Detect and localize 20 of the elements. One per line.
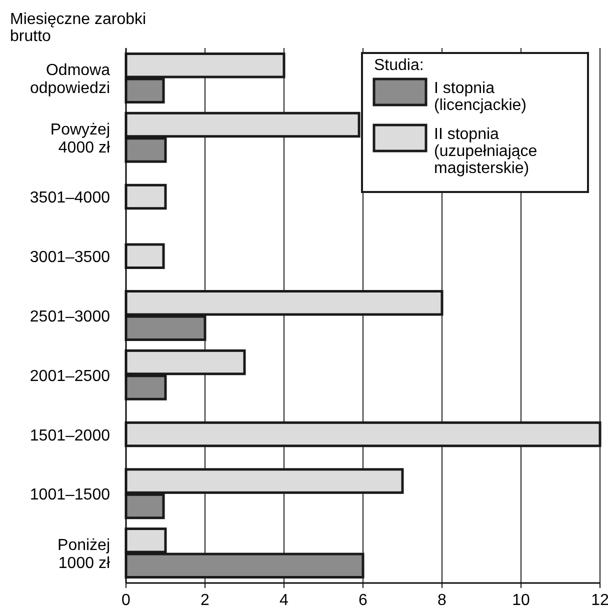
y-tick-label: 2001–2500 — [30, 368, 110, 385]
x-tick-label: 0 — [122, 592, 131, 609]
y-tick-label: 3001–3500 — [30, 249, 110, 266]
legend-label: II stopnia (uzupełniające magisterskie) — [434, 126, 538, 177]
legend-title: Studia: — [374, 57, 424, 74]
y-tick-label: 3501–4000 — [30, 190, 110, 207]
y-axis-title: Miesięczne zarobki brutto — [10, 11, 146, 45]
y-tick-label: 1501–2000 — [30, 427, 110, 444]
y-tick-label: Powyżej 4000 zł — [50, 121, 110, 156]
x-tick-label: 2 — [200, 592, 210, 609]
x-tick-label: 12 — [591, 592, 608, 609]
x-tick-label: 8 — [438, 592, 447, 609]
x-tick-label: 10 — [512, 592, 530, 609]
y-tick-label: Poniżej 1000 zł — [58, 537, 110, 572]
y-tick-label: Odmowa odpowiedzi — [30, 62, 110, 97]
y-tick-label: 1001–1500 — [30, 486, 110, 504]
legend-label: I stopnia (licencjackie) — [434, 80, 526, 114]
x-tick-label: 4 — [280, 592, 289, 609]
x-tick-label: 6 — [358, 592, 368, 609]
y-tick-label: 2501–3000 — [30, 308, 110, 326]
